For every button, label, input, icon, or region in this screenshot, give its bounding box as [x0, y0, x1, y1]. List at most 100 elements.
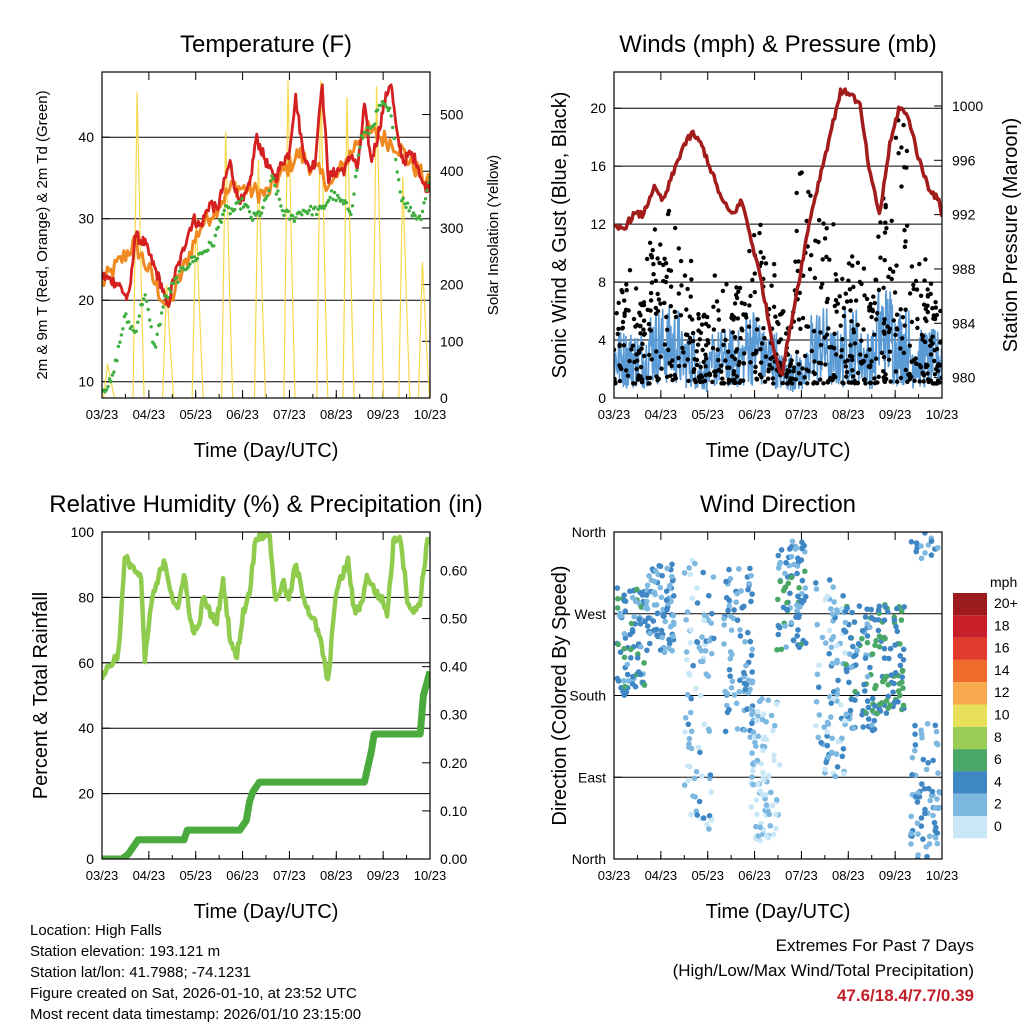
dewpoint-point	[250, 218, 255, 222]
direction-point	[773, 811, 779, 818]
gust-point	[822, 236, 828, 241]
gust-point	[676, 363, 682, 369]
dewpoint-point	[188, 262, 192, 266]
direction-point	[828, 700, 834, 706]
dewpoint-point	[145, 299, 149, 303]
direction-point	[763, 832, 770, 839]
gust-point	[781, 309, 786, 314]
direction-point	[864, 606, 870, 612]
x-tick-label: 06/23	[226, 407, 259, 422]
dewpoint-point	[264, 196, 268, 201]
dewpoint-point	[115, 359, 119, 363]
gust-point	[699, 374, 705, 380]
gust-point	[734, 285, 739, 290]
gust-point	[933, 367, 939, 372]
direction-point	[614, 675, 621, 682]
gust-point	[711, 327, 717, 332]
gust-point	[791, 369, 796, 374]
colorbar-swatch	[953, 726, 987, 750]
x-tick-label: 10/23	[926, 868, 959, 883]
direction-point	[726, 597, 732, 603]
gust-point	[681, 350, 686, 355]
gust-point	[649, 280, 655, 285]
series-2m-dewpoint	[102, 100, 430, 394]
gust-point	[719, 363, 724, 368]
direction-point	[736, 689, 742, 695]
direction-point	[614, 605, 621, 611]
gust-point	[898, 375, 904, 381]
direction-point	[881, 655, 888, 661]
gust-point	[878, 255, 883, 260]
direction-point	[897, 653, 903, 659]
dewpoint-point	[273, 183, 277, 188]
gust-point	[915, 325, 920, 331]
direction-point	[745, 586, 751, 593]
direction-point	[758, 760, 764, 767]
direction-point	[868, 614, 875, 621]
dewpoint-point	[404, 205, 408, 210]
gust-point	[833, 298, 839, 303]
direction-point	[937, 790, 942, 796]
y-tick-label: 60	[78, 655, 94, 671]
direction-point	[919, 781, 925, 787]
gust-point	[630, 343, 636, 348]
gust-point	[824, 226, 829, 231]
gust-point	[672, 309, 677, 314]
gust-point	[925, 287, 930, 292]
dewpoint-point	[270, 174, 274, 178]
direction-point	[834, 691, 841, 698]
wind-direction-points	[614, 532, 942, 859]
dewpoint-point	[195, 256, 200, 261]
gust-point	[788, 361, 793, 367]
dewpoint-point	[271, 176, 276, 181]
dewpoint-point	[328, 195, 332, 200]
gust-point	[895, 379, 900, 384]
x-tick-label: 06/23	[738, 868, 771, 883]
direction-point	[864, 621, 870, 627]
x-tick-label: 09/23	[367, 407, 400, 422]
gust-point	[894, 263, 899, 268]
dewpoint-point	[267, 188, 271, 193]
dewpoint-point	[143, 293, 147, 297]
gust-point	[721, 328, 726, 333]
direction-point	[921, 786, 928, 792]
gust-point	[758, 360, 764, 365]
gust-point	[824, 254, 829, 259]
gust-point	[883, 205, 888, 210]
direction-point	[650, 589, 657, 596]
gust-point	[915, 316, 920, 322]
direction-point	[918, 815, 925, 821]
gust-point	[932, 358, 937, 364]
direction-point	[932, 828, 938, 834]
direction-point	[708, 817, 715, 823]
gust-point	[913, 356, 918, 361]
gust-point	[874, 317, 879, 322]
gust-point	[684, 307, 689, 312]
direction-point	[849, 664, 855, 670]
dewpoint-point	[146, 307, 150, 312]
direction-point	[814, 671, 821, 678]
direction-point	[737, 627, 743, 633]
gust-point	[821, 221, 826, 226]
dewpoint-point	[247, 210, 252, 214]
gust-point	[703, 364, 708, 369]
dewpoint-point	[219, 220, 223, 224]
direction-point	[739, 605, 745, 611]
direction-point	[871, 717, 878, 724]
dewpoint-point	[355, 168, 359, 172]
direction-point	[871, 726, 878, 733]
x-tick-label: 08/23	[320, 868, 353, 883]
dewpoint-point	[334, 198, 338, 203]
gust-point	[777, 312, 783, 317]
direction-point	[875, 607, 882, 613]
dewpoint-point	[353, 174, 358, 179]
dewpoint-point	[268, 179, 273, 183]
gust-point	[930, 306, 935, 311]
direction-point	[627, 588, 633, 594]
direction-point	[688, 627, 694, 633]
colorbar-level-label: 10	[994, 707, 1010, 723]
direction-point	[850, 643, 856, 650]
direction-point	[741, 674, 747, 680]
gust-point	[904, 165, 909, 170]
dewpoint-point	[158, 322, 162, 327]
